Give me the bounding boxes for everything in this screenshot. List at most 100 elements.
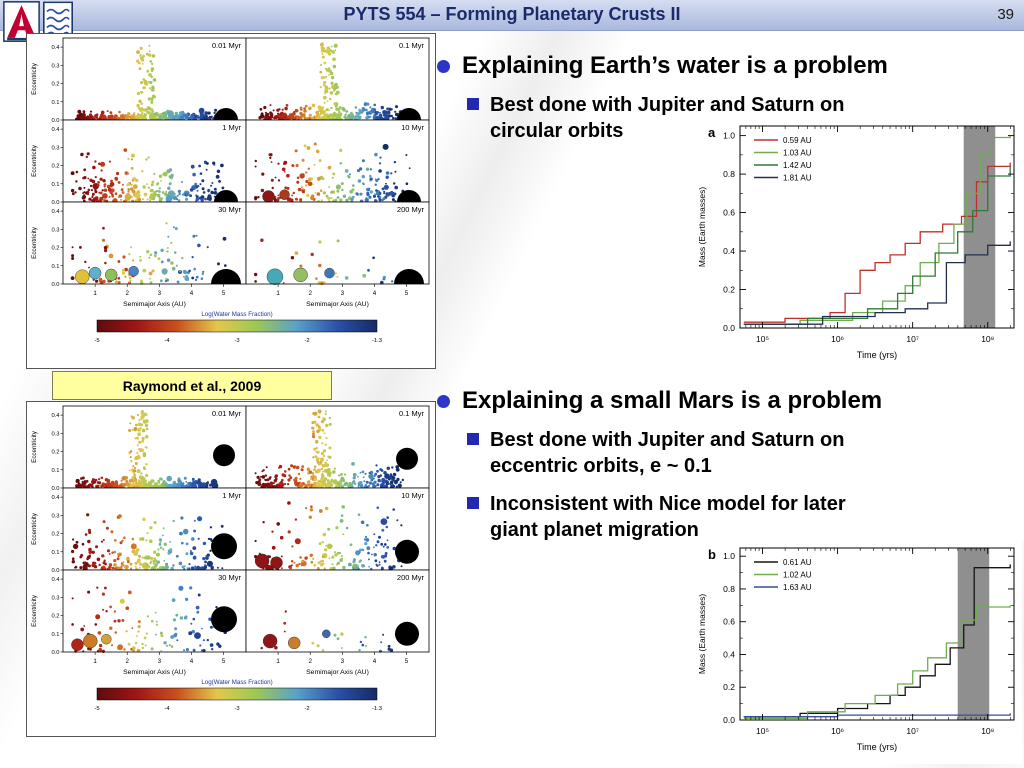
svg-text:Log(Water Mass Fraction): Log(Water Mass Fraction) [201,311,272,318]
svg-text:3: 3 [158,290,162,297]
svg-text:0.4: 0.4 [51,577,60,583]
svg-text:Eccentricity: Eccentricity [31,62,38,95]
svg-text:Log(Water Mass Fraction): Log(Water Mass Fraction) [201,679,272,686]
bullet-row-small-mars: Explaining a small Mars is a problem [437,387,1012,415]
svg-text:3: 3 [341,290,345,297]
svg-text:0.3: 0.3 [51,595,59,601]
svg-text:-1.3: -1.3 [372,338,382,344]
svg-text:4: 4 [190,290,194,297]
svg-text:0.2: 0.2 [51,614,59,620]
svg-text:5: 5 [222,658,226,665]
svg-text:10⁶: 10⁶ [831,334,844,344]
citation-box: Raymond et al., 2009 [52,371,332,400]
svg-text:0.01 Myr: 0.01 Myr [212,409,242,418]
svg-text:0.1: 0.1 [51,100,59,106]
svg-text:1.42 AU: 1.42 AU [783,161,812,170]
svg-text:0.2: 0.2 [51,450,59,456]
svg-text:0.3: 0.3 [51,145,59,151]
svg-text:0.0: 0.0 [51,650,59,656]
svg-text:0.3: 0.3 [51,227,59,233]
svg-text:1: 1 [276,290,280,297]
svg-text:Eccentricity: Eccentricity [31,144,38,177]
svg-text:0.1: 0.1 [51,632,59,638]
bullet-square-icon [467,433,479,445]
svg-text:10⁵: 10⁵ [756,334,769,344]
svg-text:0.4: 0.4 [723,649,735,659]
svg-text:0.0: 0.0 [51,282,59,288]
line-chart-svg: 10⁵ 10⁶ 10⁷ 10⁸ 0.0 0.2 0.4 0.6 0.8 1.0 Time (yrs)… [692,540,1022,764]
svg-text:0.0: 0.0 [51,118,59,124]
svg-text:Semimajor Axis (AU): Semimajor Axis (AU) [306,669,369,676]
svg-text:10⁷: 10⁷ [906,726,919,736]
svg-text:5: 5 [222,290,226,297]
svg-text:0.2: 0.2 [723,285,735,295]
svg-text:4: 4 [373,290,377,297]
svg-text:10 Myr: 10 Myr [401,491,424,500]
svg-text:0.0: 0.0 [51,200,59,206]
svg-text:30 Myr: 30 Myr [218,205,241,214]
svg-text:-5: -5 [94,338,99,344]
svg-text:-4: -4 [164,338,170,344]
svg-text:4: 4 [190,658,194,665]
sub-bullet-text: Best done with Jupiter and Saturn on ecc… [490,429,845,477]
svg-text:0.4: 0.4 [51,209,60,215]
svg-text:0.3: 0.3 [51,431,59,437]
svg-text:0.8: 0.8 [723,169,735,179]
svg-text:1: 1 [276,658,280,665]
svg-text:-2: -2 [304,338,309,344]
svg-text:0.4: 0.4 [51,127,60,133]
svg-text:-1.3: -1.3 [372,706,382,712]
svg-text:2: 2 [308,290,312,297]
svg-text:0.2: 0.2 [51,82,59,88]
svg-text:2: 2 [125,658,129,665]
svg-text:10⁶: 10⁶ [831,726,844,736]
svg-text:0.3: 0.3 [51,63,59,69]
bullet-dot-icon [437,395,450,408]
svg-text:10 Myr: 10 Myr [401,123,424,132]
svg-text:0.0: 0.0 [723,323,735,333]
svg-text:5: 5 [405,658,409,665]
svg-text:1: 1 [93,290,97,297]
svg-text:Mass (Earth masses): Mass (Earth masses) [697,187,707,267]
svg-text:b: b [708,547,716,562]
svg-text:1: 1 [93,658,97,665]
svg-text:1.02 AU: 1.02 AU [783,571,812,580]
svg-text:Semimajor Axis (AU): Semimajor Axis (AU) [306,301,369,308]
svg-text:0.2: 0.2 [51,532,59,538]
svg-text:0.0: 0.0 [51,486,59,492]
svg-text:3: 3 [341,658,345,665]
bullet-square-icon [467,98,479,110]
svg-text:1.81 AU: 1.81 AU [783,174,812,183]
svg-text:-5: -5 [94,706,99,712]
sub-bullet-circular-orbits: Best done with Jupiter and Saturn on cir… [467,92,987,144]
bullet-text: Explaining a small Mars is a problem [462,387,883,414]
sub-bullet-eccentric-orbits: Best done with Jupiter and Saturn on ecc… [467,427,1007,479]
svg-text:0.6: 0.6 [723,617,735,627]
svg-text:0.1: 0.1 [51,264,59,270]
svg-text:0.1 Myr: 0.1 Myr [399,41,425,50]
svg-text:Eccentricity: Eccentricity [31,430,38,463]
svg-text:0.2: 0.2 [51,246,59,252]
sub-bullet-text: Best done with Jupiter and Saturn on cir… [490,94,845,142]
svg-text:3: 3 [158,658,162,665]
svg-text:200 Myr: 200 Myr [397,205,425,214]
svg-text:0.1: 0.1 [51,468,59,474]
svg-text:0.1: 0.1 [51,550,59,556]
svg-text:0.0: 0.0 [723,715,735,725]
svg-text:-3: -3 [234,706,239,712]
svg-text:Eccentricity: Eccentricity [31,512,38,545]
svg-text:1 Myr: 1 Myr [222,491,241,500]
svg-text:Eccentricity: Eccentricity [31,594,38,627]
svg-text:Time (yrs): Time (yrs) [857,742,897,752]
svg-text:10⁷: 10⁷ [906,334,919,344]
scatter-figure-circular: 0.01 Myr 0.0 0.1 0.2 0.3 0.4 Eccentricity 0.1 M… [26,33,436,369]
mass-growth-chart-a: 10⁵ 10⁶ 10⁷ 10⁸ 0.0 0.2 0.4 0.6 0.8 1.0 Time (yrs)… [692,118,1022,372]
svg-text:2: 2 [125,290,129,297]
page-number: 39 [997,6,1014,23]
svg-text:Time (yrs): Time (yrs) [857,350,897,360]
sub-bullet-nice-model: Inconsistent with Nice model for later g… [467,491,1007,543]
svg-text:0.61 AU: 0.61 AU [783,558,812,567]
svg-text:0.6: 0.6 [723,208,735,218]
